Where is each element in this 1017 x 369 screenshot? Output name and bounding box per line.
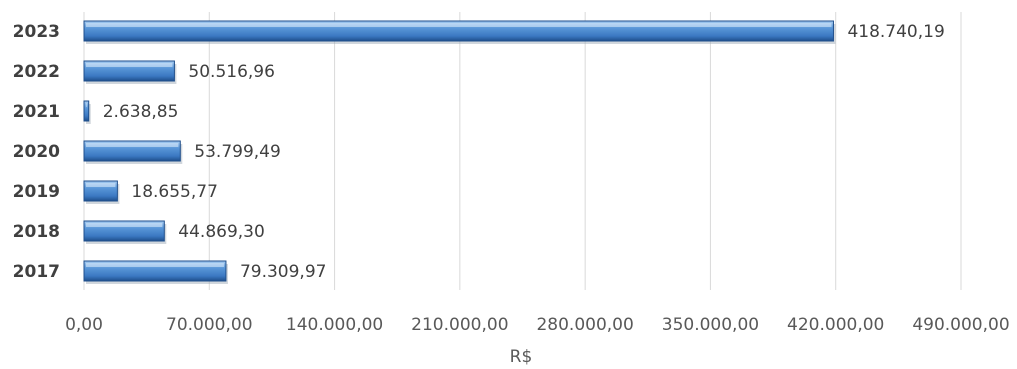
category-label: 2023 bbox=[13, 22, 60, 42]
x-tick-label: 490.000,00 bbox=[912, 315, 1009, 335]
data-label: 418.740,19 bbox=[847, 22, 944, 42]
bar-rect bbox=[83, 100, 90, 122]
x-tick-label: 280.000,00 bbox=[536, 315, 633, 335]
bar-2021 bbox=[83, 100, 91, 124]
bar-2022 bbox=[83, 60, 177, 84]
bar-highlight bbox=[86, 23, 832, 27]
x-tick-label: 0,00 bbox=[65, 315, 103, 335]
bar-highlight bbox=[86, 103, 87, 107]
data-label: 79.309,97 bbox=[240, 262, 327, 282]
x-tick-label: 210.000,00 bbox=[411, 315, 508, 335]
x-tick-label: 420.000,00 bbox=[787, 315, 884, 335]
category-label: 2021 bbox=[13, 102, 60, 122]
labels: 0,00 70.000,00 140.000,00 210.000,00 280.000… bbox=[13, 22, 1010, 335]
category-label: 2018 bbox=[13, 222, 60, 242]
bar-highlight bbox=[86, 263, 224, 267]
x-axis-title: R$ bbox=[510, 347, 533, 367]
category-label: 2020 bbox=[13, 142, 60, 162]
bar-2017 bbox=[83, 260, 228, 284]
bar-highlight bbox=[86, 63, 173, 67]
data-label: 2.638,85 bbox=[103, 102, 179, 122]
x-tick-label: 140.000,00 bbox=[286, 315, 383, 335]
data-label: 53.799,49 bbox=[194, 142, 281, 162]
x-tick-label: 350.000,00 bbox=[662, 315, 759, 335]
bar-2023 bbox=[83, 20, 836, 44]
data-label: 18.655,77 bbox=[131, 182, 218, 202]
bar-2018 bbox=[83, 220, 167, 244]
category-label: 2022 bbox=[13, 62, 60, 82]
data-label: 44.869,30 bbox=[178, 222, 265, 242]
bar-2020 bbox=[83, 140, 183, 164]
category-label: 2019 bbox=[13, 182, 60, 202]
category-label: 2017 bbox=[13, 262, 60, 282]
bars bbox=[83, 20, 836, 284]
bar-highlight bbox=[86, 223, 163, 227]
data-label: 50.516,96 bbox=[188, 62, 275, 82]
gridlines bbox=[83, 12, 962, 290]
x-tick-label: 70.000,00 bbox=[166, 315, 253, 335]
bar-highlight bbox=[86, 183, 116, 187]
bar-2019 bbox=[83, 180, 120, 204]
bar-highlight bbox=[86, 143, 179, 147]
